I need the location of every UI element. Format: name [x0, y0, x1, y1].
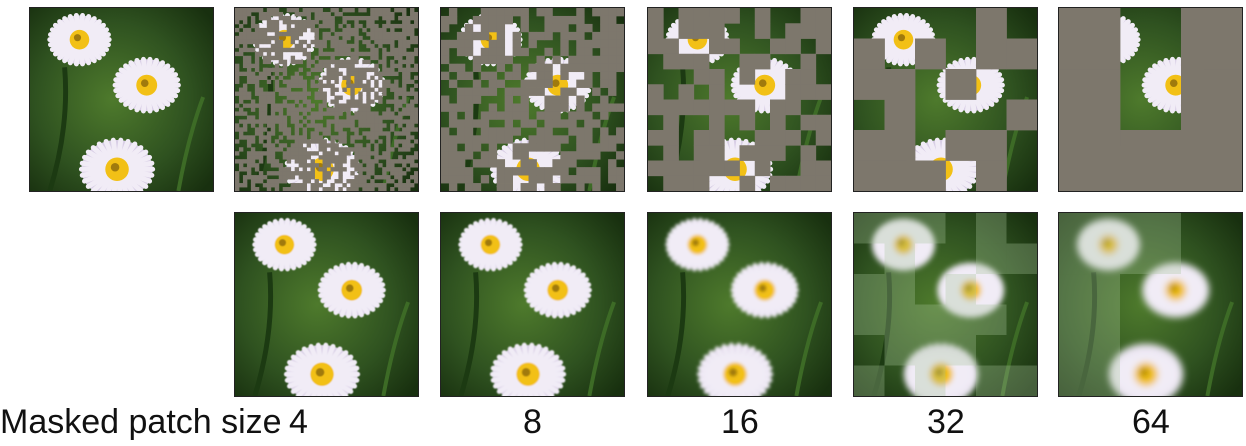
- reconstruction-4: [234, 212, 419, 397]
- original-image: [29, 7, 214, 192]
- label-patch-size-4: 4: [289, 403, 308, 441]
- masked-image-32: [853, 7, 1038, 192]
- label-patch-size-32: 32: [927, 403, 965, 441]
- reconstruction-8: [440, 212, 625, 397]
- reconstruction-32: [853, 212, 1038, 397]
- masked-image-4: [234, 7, 419, 192]
- masked-image-8: [440, 7, 625, 192]
- reconstruction-16: [647, 212, 832, 397]
- label-patch-size-16: 16: [721, 403, 759, 441]
- label-patch-size-64: 64: [1132, 403, 1170, 441]
- masked-image-64: [1058, 7, 1243, 192]
- label-patch-size-8: 8: [523, 403, 542, 441]
- reconstruction-64: [1058, 212, 1243, 397]
- caption-prefix: Masked patch size: [0, 403, 282, 441]
- masked-image-16: [647, 7, 832, 192]
